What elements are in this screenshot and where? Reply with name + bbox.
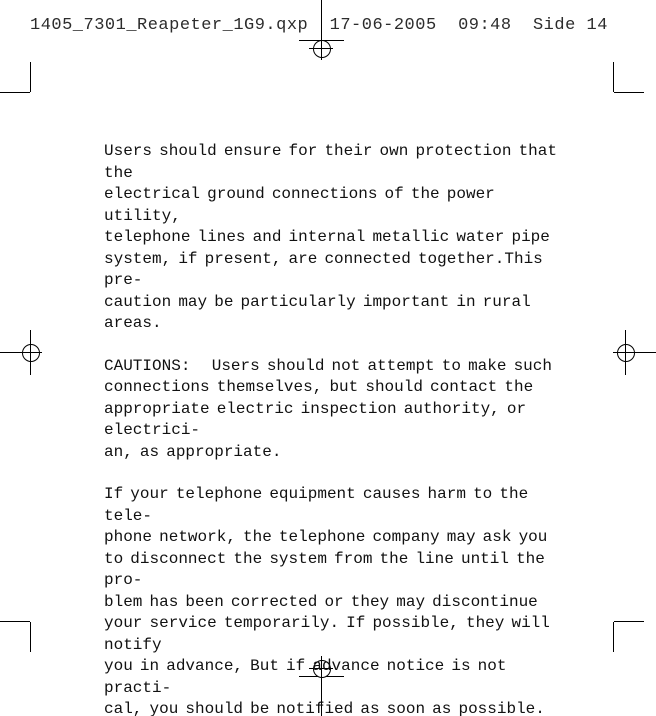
print-page: 1405_7301_Reapeter_1G9.qxp 17-06-2005 09… <box>0 0 656 716</box>
crop-mark <box>613 62 614 92</box>
paragraph: Users should ensure for their own protec… <box>104 141 564 335</box>
register-mark-icon <box>313 40 331 58</box>
register-mark-icon <box>30 340 31 364</box>
crop-mark <box>613 622 614 652</box>
crop-mark <box>0 621 30 622</box>
crop-mark <box>30 62 31 92</box>
crop-mark <box>321 0 322 40</box>
running-header: 1405_7301_Reapeter_1G9.qxp 17-06-2005 09… <box>30 16 608 35</box>
crop-mark <box>0 92 30 93</box>
crop-mark <box>614 621 644 622</box>
register-mark-icon <box>617 344 635 362</box>
crop-mark <box>614 92 644 93</box>
paragraph-caution: CAUTIONS: Users should not attempt to ma… <box>104 356 564 464</box>
body-text-block: Users should ensure for their own protec… <box>104 141 564 716</box>
register-mark-icon <box>22 344 40 362</box>
paragraph: If your telephone equipment causes harm … <box>104 484 564 716</box>
register-mark-icon <box>321 36 322 60</box>
register-mark-icon <box>625 340 626 364</box>
crop-mark <box>30 622 31 652</box>
